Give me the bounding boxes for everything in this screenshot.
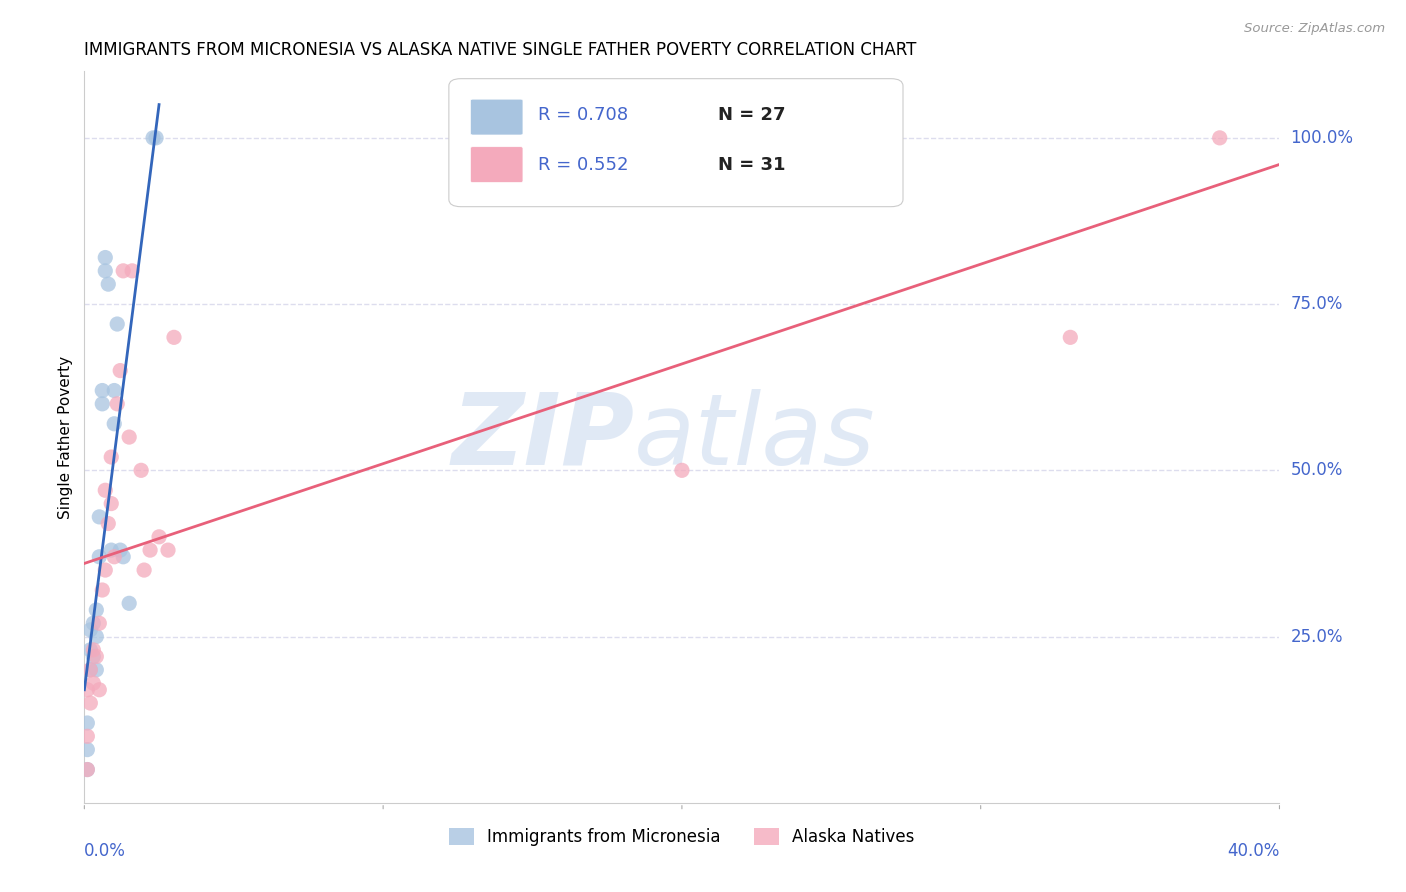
Point <box>110 363 132 377</box>
Point <box>671 463 693 477</box>
Point <box>129 463 152 477</box>
Text: atlas: atlas <box>634 389 876 485</box>
Text: 25.0%: 25.0% <box>1291 628 1343 646</box>
Point <box>145 131 167 145</box>
Point <box>100 543 122 558</box>
Point <box>105 397 128 411</box>
Point <box>91 384 114 398</box>
Point <box>103 384 125 398</box>
Point <box>110 543 132 558</box>
Point <box>100 497 122 511</box>
Text: 50.0%: 50.0% <box>1291 461 1343 479</box>
Point <box>82 649 104 664</box>
Point <box>148 530 170 544</box>
Point <box>82 643 104 657</box>
Y-axis label: Single Father Poverty: Single Father Poverty <box>58 356 73 518</box>
Point <box>103 417 125 431</box>
FancyBboxPatch shape <box>449 78 903 207</box>
Point <box>76 682 98 697</box>
Text: IMMIGRANTS FROM MICRONESIA VS ALASKA NATIVE SINGLE FATHER POVERTY CORRELATION CH: IMMIGRANTS FROM MICRONESIA VS ALASKA NAT… <box>84 41 917 59</box>
Point <box>132 563 156 577</box>
Legend: Immigrants from Micronesia, Alaska Natives: Immigrants from Micronesia, Alaska Nativ… <box>443 822 921 853</box>
Point <box>163 330 186 344</box>
Point <box>1209 131 1232 145</box>
Point <box>139 543 162 558</box>
Point <box>76 742 98 756</box>
Point <box>76 763 98 777</box>
Point <box>76 716 98 731</box>
Point <box>118 596 141 610</box>
Text: 40.0%: 40.0% <box>1227 842 1279 860</box>
FancyBboxPatch shape <box>471 146 523 183</box>
Point <box>86 630 108 644</box>
Point <box>142 131 165 145</box>
Text: Source: ZipAtlas.com: Source: ZipAtlas.com <box>1244 22 1385 36</box>
Point <box>91 397 114 411</box>
FancyBboxPatch shape <box>471 99 523 135</box>
Point <box>86 649 108 664</box>
Point <box>97 516 120 531</box>
Text: 100.0%: 100.0% <box>1291 128 1354 147</box>
Point <box>112 264 135 278</box>
Point <box>76 763 98 777</box>
Point <box>89 509 111 524</box>
Point <box>79 623 101 637</box>
Point <box>157 543 180 558</box>
Point <box>100 450 122 464</box>
Point <box>105 317 128 331</box>
Point <box>94 563 117 577</box>
Point <box>82 616 104 631</box>
Point <box>82 676 104 690</box>
Point <box>86 603 108 617</box>
Point <box>79 663 101 677</box>
Point <box>79 663 101 677</box>
Point <box>118 430 141 444</box>
Text: N = 31: N = 31 <box>718 156 786 174</box>
Point <box>89 682 111 697</box>
Point <box>79 643 101 657</box>
Point <box>112 549 135 564</box>
Text: R = 0.708: R = 0.708 <box>538 106 628 124</box>
Point <box>86 663 108 677</box>
Point <box>1059 330 1081 344</box>
Text: 0.0%: 0.0% <box>84 842 127 860</box>
Point <box>94 483 117 498</box>
Point <box>94 251 117 265</box>
Text: ZIP: ZIP <box>451 389 634 485</box>
Point <box>97 277 120 292</box>
Point <box>91 582 114 597</box>
Point <box>76 729 98 743</box>
Point <box>79 696 101 710</box>
Text: 75.0%: 75.0% <box>1291 295 1343 313</box>
Point <box>103 549 125 564</box>
Point <box>89 549 111 564</box>
Text: R = 0.552: R = 0.552 <box>538 156 628 174</box>
Point <box>121 264 143 278</box>
Text: N = 27: N = 27 <box>718 106 786 124</box>
Point <box>94 264 117 278</box>
Point <box>89 616 111 631</box>
